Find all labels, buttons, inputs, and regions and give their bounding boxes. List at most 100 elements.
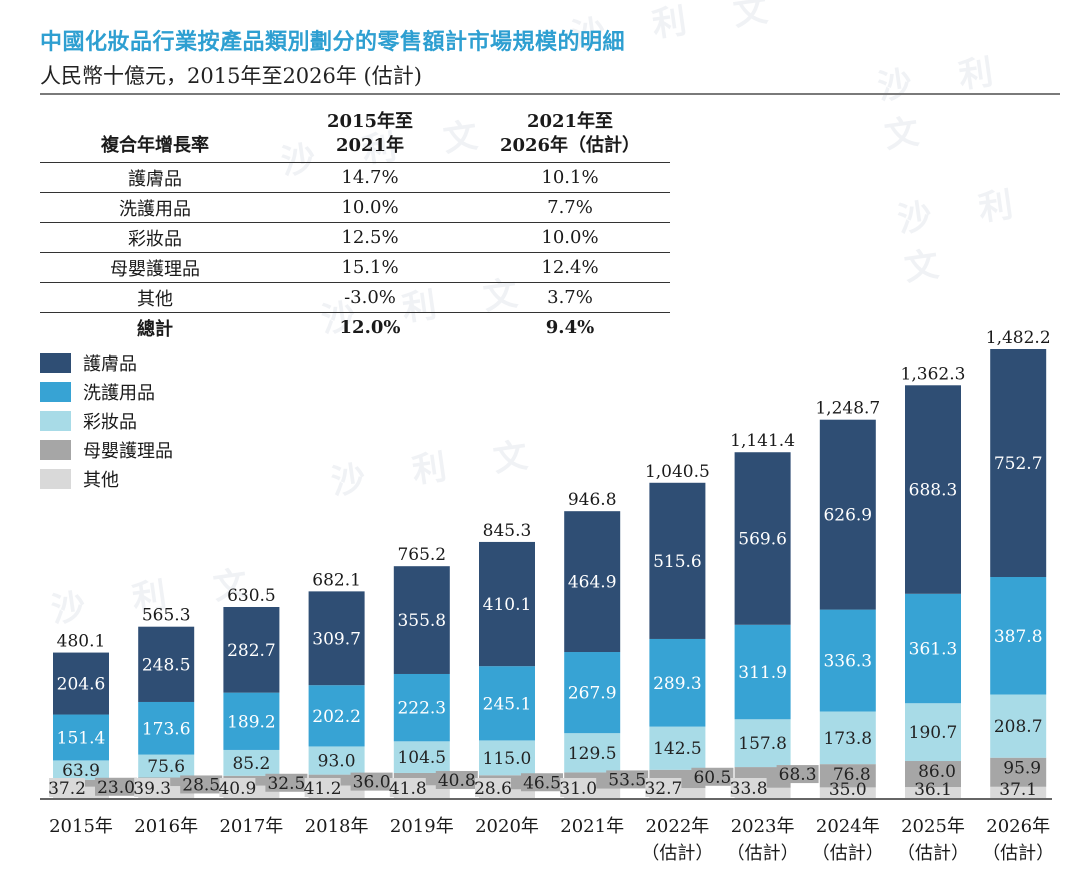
- bar-value-label: 157.8: [738, 734, 787, 754]
- bar-total-label: 946.8: [568, 490, 617, 510]
- header-text: 2015年至: [326, 111, 414, 132]
- x-tick-label: 2019年: [390, 816, 454, 837]
- bar-segment-makeup: [649, 726, 706, 770]
- bar-value-label: 387.8: [994, 627, 1043, 647]
- bar-value-label: 35.0: [829, 780, 867, 800]
- bar-value-label: 36.1: [914, 780, 952, 800]
- legend-label: 母嬰護理品: [83, 440, 173, 462]
- bar-segment-maternal-baby: [819, 764, 876, 788]
- bar-segment-skincare: [53, 652, 109, 715]
- label-background: [389, 778, 426, 797]
- legend-item-maternal-baby: 母嬰護理品: [40, 435, 173, 464]
- bar-segment-skincare: [138, 626, 195, 702]
- cagr-value: 7.7%: [470, 192, 670, 223]
- cagr-value: 12.5%: [270, 222, 470, 253]
- x-tick-label: （估計）: [641, 843, 713, 864]
- label-background: [435, 770, 478, 789]
- bar-segment-makeup: [990, 694, 1047, 758]
- x-tick-label: 2016年: [134, 816, 198, 837]
- label-background: [95, 777, 137, 796]
- cagr-value: 12.0%: [270, 312, 470, 342]
- bar-value-label: 151.4: [57, 728, 106, 748]
- bar-segment-skincare: [734, 452, 791, 625]
- row-label: 母嬰護理品: [40, 252, 270, 283]
- label-background: [606, 770, 649, 789]
- legend-swatch: [40, 352, 71, 373]
- x-tick-label: 2017年: [219, 816, 283, 837]
- bar-value-label: 33.8: [730, 779, 768, 799]
- bar-segment-makeup: [479, 740, 535, 776]
- label-background: [730, 778, 767, 797]
- label-background: [180, 775, 223, 794]
- cagr-value: 10.1%: [470, 162, 670, 193]
- label-background: [304, 778, 341, 797]
- bar-segment-skincare: [564, 511, 621, 653]
- bar-value-label: 267.9: [568, 684, 617, 704]
- bar-value-label: 289.3: [653, 674, 702, 694]
- row-label: 彩妝品: [40, 222, 270, 253]
- bar-value-label: 28.6: [474, 779, 512, 799]
- bar-value-label: 410.1: [483, 595, 532, 615]
- table-row: 母嬰護理品 15.1% 12.4%: [40, 252, 670, 283]
- bar-value-label: 23.0: [97, 778, 135, 798]
- bar-value-label: 93.0: [318, 752, 356, 772]
- bar-segment-haircare: [734, 624, 791, 720]
- bar-segment-skincare: [479, 541, 535, 667]
- cagr-table: 複合年增長率 2015年至 2021年 2021年至 2026年（估計） 護膚品 14…: [40, 100, 670, 342]
- bar-value-label: 309.7: [312, 629, 361, 649]
- bar-segment-haircare: [53, 714, 109, 761]
- bar-segment-maternal-baby: [905, 761, 961, 788]
- bar-value-label: 569.6: [738, 530, 787, 550]
- bar-value-label: 32.7: [644, 779, 682, 799]
- bar-segment-skincare: [223, 607, 280, 693]
- bar-value-label: 41.8: [389, 779, 427, 799]
- x-tick-label: 2024年: [816, 816, 880, 837]
- bar-value-label: 688.3: [909, 481, 958, 501]
- row-label: 洗護用品: [40, 192, 270, 223]
- bar-segment-makeup: [393, 741, 450, 773]
- bar-value-label: 36.0: [353, 773, 391, 793]
- legend-item-skincare: 護膚品: [40, 348, 173, 377]
- cagr-value: 9.4%: [470, 312, 670, 342]
- bar-segment-makeup: [564, 733, 621, 773]
- cagr-value: 3.7%: [470, 282, 670, 313]
- bar-value-label: 104.5: [397, 748, 446, 768]
- bar-value-label: 31.0: [559, 779, 597, 799]
- bar-total-label: 1,040.5: [645, 462, 710, 482]
- legend-swatch: [40, 381, 71, 402]
- bar-segment-makeup: [53, 760, 109, 780]
- bar-segment-haircare: [308, 685, 365, 747]
- bar-value-label: 68.3: [779, 765, 817, 785]
- bar-segment-maternal-baby: [990, 757, 1047, 787]
- bar-value-label: 204.6: [57, 675, 106, 695]
- label-background: [475, 778, 511, 797]
- cagr-value: 10.0%: [270, 192, 470, 223]
- legend-label: 洗護用品: [83, 382, 155, 404]
- table-row-total: 總計 12.0% 9.4%: [40, 312, 670, 342]
- bar-segment-haircare: [990, 577, 1047, 695]
- bar-value-label: 95.9: [1003, 759, 1041, 779]
- bar-total-label: 765.2: [397, 545, 446, 565]
- header-divider: [40, 93, 1060, 95]
- cagr-value: 12.4%: [470, 252, 670, 283]
- legend-item-other: 其他: [40, 464, 173, 493]
- bar-value-label: 208.7: [994, 717, 1043, 737]
- bar-segment-skincare: [308, 591, 365, 686]
- legend-swatch: [40, 410, 71, 431]
- bar-segment-haircare: [479, 666, 535, 741]
- x-tick-label: 2021年: [560, 816, 624, 837]
- table-row: 護膚品 14.7% 10.1%: [40, 162, 670, 193]
- bar-value-label: 248.5: [142, 655, 191, 675]
- bar-segment-haircare: [223, 692, 280, 750]
- legend-label: 其他: [83, 469, 119, 491]
- cagr-value: 10.0%: [470, 222, 670, 253]
- chart-legend: 護膚品 洗護用品 彩妝品 母嬰護理品 其他: [40, 348, 173, 493]
- bar-segment-other: [819, 787, 876, 798]
- bar-value-label: 282.7: [227, 641, 276, 661]
- chart-title: 中國化妝品行業按產品類別劃分的零售額計市場規模的明細: [40, 30, 626, 55]
- bar-value-label: 222.3: [397, 699, 446, 719]
- bar-total-label: 480.1: [57, 632, 106, 652]
- table-row: 洗護用品 10.0% 7.7%: [40, 192, 670, 223]
- bar-value-label: 464.9: [568, 573, 617, 593]
- bar-segment-haircare: [393, 673, 450, 742]
